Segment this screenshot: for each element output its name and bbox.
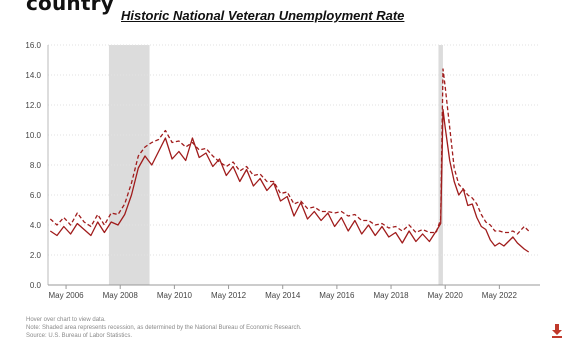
y-tick-label: 6.0 [30,191,42,200]
x-tick-label: May 2014 [265,291,301,300]
series-line-solid [49,108,530,253]
note-source: Source: U.S. Bureau of Labor Statistics. [26,333,133,339]
chart-notes: Hover over chart to view data. Note: Sha… [26,316,302,340]
x-tick-label: May 2022 [482,291,518,300]
x-tick-label: May 2006 [48,291,84,300]
x-tick-label: May 2008 [103,291,139,300]
note-recession: Note: Shaded area represents recession, … [26,325,302,331]
y-tick-label: 8.0 [30,161,42,170]
x-tick-label: May 2012 [211,291,247,300]
series-line-dashed [49,68,530,235]
recession-band [438,45,443,285]
x-tick-label: May 2020 [428,291,464,300]
y-tick-label: 16.0 [25,41,41,50]
y-tick-label: 14.0 [25,71,41,80]
y-tick-label: 12.0 [25,101,41,110]
y-tick-label: 2.0 [30,251,42,260]
y-tick-label: 4.0 [30,221,42,230]
y-tick-label: 10.0 [25,131,41,140]
note-hover: Hover over chart to view data. [26,317,106,323]
y-tick-label: 0.0 [30,281,42,290]
x-tick-label: May 2016 [319,291,355,300]
x-tick-label: May 2018 [373,291,409,300]
download-icon[interactable] [551,324,563,338]
chart-title: Historic National Veteran Unemployment R… [121,8,405,23]
x-tick-label: May 2010 [157,291,193,300]
heading-word: country [26,0,114,15]
